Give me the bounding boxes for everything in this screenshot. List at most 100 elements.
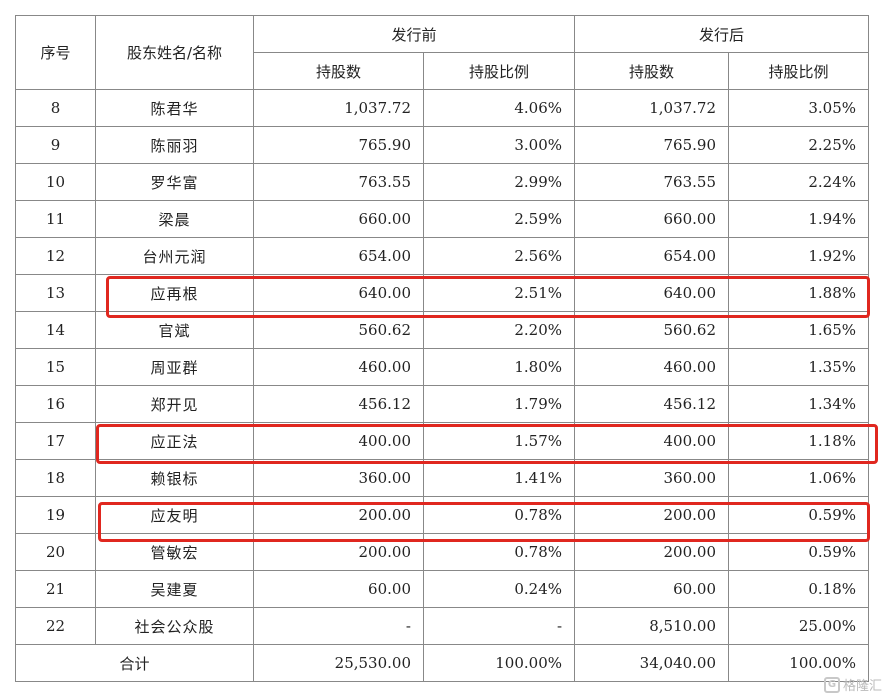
row-name: 应正法 <box>95 422 254 460</box>
table-row: 17 应正法 400.00 1.57% 400.00 1.18% <box>15 422 870 460</box>
row-seq: 9 <box>15 126 96 164</box>
row-before-ratio: 2.59% <box>422 200 576 238</box>
table-row: 11 梁晨 660.00 2.59% 660.00 1.94% <box>15 200 870 238</box>
row-after-ratio: 0.18% <box>728 570 870 608</box>
row-name: 赖银标 <box>95 459 254 497</box>
row-before-ratio: 2.51% <box>422 274 576 312</box>
header-before-ratio: 持股比例 <box>422 52 576 90</box>
header-seq: 序号 <box>15 15 96 90</box>
row-name: 应再根 <box>95 274 254 312</box>
row-before-shares: 763.55 <box>253 163 424 201</box>
row-seq: 14 <box>15 311 96 349</box>
row-before-ratio: 3.00% <box>422 126 576 164</box>
row-seq: 21 <box>15 570 96 608</box>
row-name: 台州元润 <box>95 237 254 275</box>
row-seq: 17 <box>15 422 96 460</box>
row-before-shares: 60.00 <box>253 570 424 608</box>
row-after-ratio: 1.88% <box>728 274 870 312</box>
table-row: 12 台州元润 654.00 2.56% 654.00 1.92% <box>15 237 870 275</box>
row-before-shares: 200.00 <box>253 496 424 534</box>
row-seq: 8 <box>15 89 96 127</box>
row-after-ratio: 1.92% <box>728 237 870 275</box>
row-after-ratio: 1.18% <box>728 422 870 460</box>
row-before-ratio: 2.56% <box>422 237 576 275</box>
row-before-ratio: 1.80% <box>422 348 576 386</box>
header-row-sub: 持股数 持股比例 持股数 持股比例 <box>16 52 870 90</box>
total-before-ratio: 100.00% <box>422 644 576 682</box>
row-after-ratio: 25.00% <box>728 607 870 645</box>
row-after-ratio: 2.25% <box>728 126 870 164</box>
row-after-shares: 763.55 <box>574 163 730 201</box>
row-before-shares: 400.00 <box>253 422 424 460</box>
watermark-logo-icon: G <box>823 676 840 693</box>
row-after-shares: 8,510.00 <box>574 607 730 645</box>
row-seq: 18 <box>15 459 96 497</box>
row-after-shares: 200.00 <box>574 533 730 571</box>
watermark-text: 格隆汇 <box>842 679 882 694</box>
row-after-shares: 360.00 <box>574 459 730 497</box>
row-seq: 10 <box>15 163 96 201</box>
table-row: 13 应再根 640.00 2.51% 640.00 1.88% <box>15 274 870 312</box>
row-seq: 13 <box>15 274 96 312</box>
table-body: 8 陈君华 1,037.72 4.06% 1,037.72 3.05% 9 陈丽羽 765.90… <box>15 89 870 645</box>
row-after-shares: 456.12 <box>574 385 730 423</box>
row-after-shares: 654.00 <box>574 237 730 275</box>
row-name: 吴建夏 <box>95 570 254 608</box>
row-before-ratio: 0.78% <box>422 496 576 534</box>
row-seq: 11 <box>15 200 96 238</box>
table-row: 16 郑开见 456.12 1.79% 456.12 1.34% <box>15 385 870 423</box>
row-after-shares: 460.00 <box>574 348 730 386</box>
row-after-shares: 60.00 <box>574 570 730 608</box>
shareholder-table: 序号 股东姓名/名称 发行前 发行后 持股数 持股比例 持股数 持股比例 8 陈君… <box>15 15 870 682</box>
total-label: 合计 <box>15 644 254 682</box>
row-after-ratio: 1.34% <box>728 385 870 423</box>
total-after-shares: 34,040.00 <box>574 644 730 682</box>
total-after-ratio: 100.00% <box>728 644 870 682</box>
row-seq: 19 <box>15 496 96 534</box>
row-after-shares: 400.00 <box>574 422 730 460</box>
row-after-ratio: 1.35% <box>728 348 870 386</box>
row-before-shares: 200.00 <box>253 533 424 571</box>
row-before-shares: 460.00 <box>253 348 424 386</box>
header-row-top: 序号 股东姓名/名称 发行前 发行后 <box>15 15 870 90</box>
row-before-shares: 654.00 <box>253 237 424 275</box>
row-name: 陈丽羽 <box>95 126 254 164</box>
row-name: 管敏宏 <box>95 533 254 571</box>
table-row: 19 应友明 200.00 0.78% 200.00 0.59% <box>15 496 870 534</box>
row-after-shares: 200.00 <box>574 496 730 534</box>
row-before-ratio: 1.41% <box>422 459 576 497</box>
row-name: 郑开见 <box>95 385 254 423</box>
table-row: 20 管敏宏 200.00 0.78% 200.00 0.59% <box>15 533 870 571</box>
table-row: 10 罗华富 763.55 2.99% 763.55 2.24% <box>15 163 870 201</box>
row-name: 陈君华 <box>95 89 254 127</box>
row-after-shares: 640.00 <box>574 274 730 312</box>
row-after-shares: 765.90 <box>574 126 730 164</box>
row-after-ratio: 3.05% <box>728 89 870 127</box>
row-before-shares: 560.62 <box>253 311 424 349</box>
row-name: 周亚群 <box>95 348 254 386</box>
row-before-shares: 1,037.72 <box>253 89 424 127</box>
watermark: G 格隆汇 <box>823 675 882 694</box>
row-seq: 20 <box>15 533 96 571</box>
header-before-issue: 发行前 <box>252 15 576 53</box>
header-after-shares: 持股数 <box>574 52 730 90</box>
row-after-shares: 1,037.72 <box>574 89 730 127</box>
table-row: 15 周亚群 460.00 1.80% 460.00 1.35% <box>15 348 870 386</box>
row-seq: 15 <box>15 348 96 386</box>
row-seq: 12 <box>15 237 96 275</box>
row-before-shares: 456.12 <box>253 385 424 423</box>
row-after-ratio: 1.65% <box>728 311 870 349</box>
row-before-ratio: 1.57% <box>422 422 576 460</box>
header-after-ratio: 持股比例 <box>728 52 870 90</box>
row-after-ratio: 0.59% <box>728 533 870 571</box>
row-before-ratio: - <box>422 607 576 645</box>
row-after-ratio: 2.24% <box>728 163 870 201</box>
row-name: 官斌 <box>95 311 254 349</box>
row-before-ratio: 2.99% <box>422 163 576 201</box>
row-before-shares: 765.90 <box>253 126 424 164</box>
row-seq: 16 <box>15 385 96 423</box>
row-before-shares: 640.00 <box>253 274 424 312</box>
header-before-shares: 持股数 <box>253 52 424 90</box>
row-before-shares: - <box>253 607 424 645</box>
table-row: 21 吴建夏 60.00 0.24% 60.00 0.18% <box>15 570 870 608</box>
